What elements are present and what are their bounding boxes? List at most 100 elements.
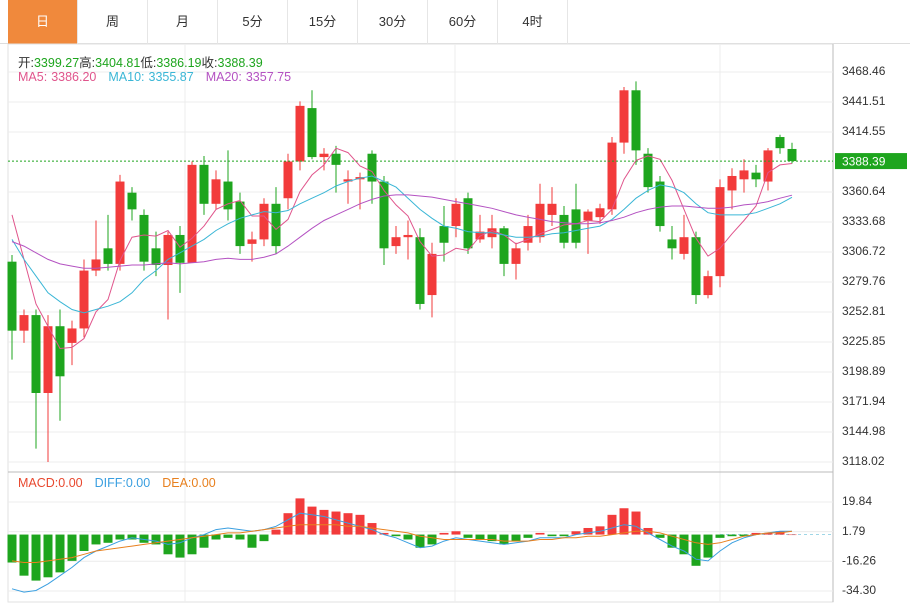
- candle-body: [247, 239, 257, 244]
- candle-body: [751, 172, 761, 180]
- ohlc-legend: 开:3399.27 高:3404.81 低:3386.19 收:3388.39: [18, 52, 263, 71]
- candle-body: [583, 211, 593, 221]
- candle-body: [643, 153, 653, 188]
- ohlc-value: 3404.81: [95, 56, 141, 70]
- ma-line: [11, 147, 793, 350]
- macd-bar: [403, 534, 413, 540]
- macd-bar: [535, 532, 545, 535]
- candle-body: [439, 226, 449, 243]
- macd-bar: [691, 534, 701, 566]
- macd-bar: [499, 534, 509, 545]
- candle-body: [451, 203, 461, 227]
- macd-bar: [19, 534, 29, 576]
- period-tab[interactable]: 5分: [218, 0, 288, 44]
- macd-bar: [235, 534, 245, 540]
- legend-item: MA20: 3357.75: [206, 70, 291, 84]
- period-tab[interactable]: 15分: [288, 0, 358, 44]
- candle-body: [115, 181, 125, 264]
- ma-line: [11, 194, 793, 269]
- macd-bar: [619, 508, 629, 535]
- candle-body: [619, 90, 629, 143]
- legend-name: MA5:: [18, 70, 48, 84]
- candle-body: [259, 203, 269, 240]
- y-tick-label: 19.84: [842, 494, 872, 508]
- candle-body: [19, 315, 29, 331]
- ohlc-label: 高:: [79, 56, 96, 70]
- ohlc-value: 3388.39: [217, 56, 263, 70]
- macd-bar: [7, 534, 17, 563]
- candle-body: [7, 261, 17, 331]
- candle-body: [535, 203, 545, 238]
- candle-body: [463, 198, 473, 249]
- y-tick-label: 3252.81: [842, 304, 886, 318]
- macd-bar: [367, 523, 377, 535]
- candle-body: [223, 181, 233, 210]
- y-tick-label: 3306.72: [842, 244, 886, 258]
- y-tick-label: 3441.51: [842, 94, 886, 108]
- ma-line: [11, 175, 793, 314]
- macd-bar: [67, 534, 77, 561]
- last-price-tag: [835, 153, 907, 170]
- period-tab[interactable]: 30分: [358, 0, 428, 44]
- candle-body: [787, 148, 797, 162]
- candle-body: [139, 214, 149, 262]
- macd-bar: [667, 534, 677, 548]
- ohlc-label: 低:: [140, 56, 157, 70]
- candle-body: [43, 326, 53, 393]
- frame: [7, 43, 834, 603]
- y-tick-label: -34.30: [842, 583, 876, 597]
- macd-bar: [391, 534, 401, 537]
- ohlc-item: 收:3388.39: [202, 52, 263, 71]
- macd-bar: [43, 534, 53, 578]
- tab-bar: 日周月 5分 15分 30分 60分 4时: [0, 0, 910, 44]
- legend-value: 0.00: [125, 476, 151, 490]
- candle-body: [319, 153, 329, 158]
- legend-value: 0.00: [191, 476, 216, 490]
- candle-body: [307, 108, 317, 158]
- macd-bar: [355, 514, 365, 535]
- legend-item: DEA:0.00: [162, 476, 216, 490]
- candle-body: [127, 192, 137, 210]
- macd-bar: [343, 513, 353, 535]
- ohlc-value: 3399.27: [33, 56, 80, 70]
- candle-body: [343, 179, 353, 182]
- period-tab[interactable]: 4时: [498, 0, 568, 44]
- candle-body: [31, 315, 41, 393]
- period-tab[interactable]: 60分: [428, 0, 498, 44]
- candle-body: [295, 105, 305, 162]
- macd-bar: [559, 534, 569, 537]
- legend-name: MA10:: [108, 70, 145, 84]
- period-tab[interactable]: 月: [148, 0, 218, 44]
- macd-bar: [199, 534, 209, 548]
- candle-body: [715, 187, 725, 277]
- macd-bar: [571, 531, 581, 535]
- macd-legend: MACD:0.00 DIFF:0.00 DEA:0.00: [18, 476, 228, 490]
- macd-bar: [439, 532, 449, 535]
- period-tab[interactable]: 日: [8, 0, 78, 44]
- y-tick-label: 3198.89: [842, 364, 886, 378]
- y-tick-label: 3468.46: [842, 64, 886, 78]
- y-tick-label: 3118.02: [842, 454, 885, 468]
- macd-bar: [55, 534, 65, 573]
- candle-body: [67, 328, 77, 343]
- macd-bar: [139, 534, 149, 543]
- candle-body: [211, 179, 221, 204]
- ohlc-label: 收:: [201, 56, 218, 70]
- macd-bar: [151, 534, 161, 545]
- candle-body: [415, 237, 425, 304]
- candle-body: [631, 90, 641, 151]
- legend-value: 3386.20: [51, 70, 97, 84]
- ohlc-item: 高:3404.81: [79, 52, 140, 71]
- macd-bar: [271, 529, 281, 535]
- macd-bar: [727, 534, 737, 537]
- candle-body: [499, 228, 509, 264]
- candle-body: [727, 175, 737, 191]
- macd-bar: [547, 534, 557, 537]
- candle-body: [763, 150, 773, 182]
- macd-line: [11, 512, 792, 593]
- macd-bar: [31, 534, 41, 581]
- ohlc-label: 开:: [18, 56, 34, 70]
- period-tab[interactable]: 周: [78, 0, 148, 44]
- ohlc-item: 低:3386.19: [140, 52, 201, 71]
